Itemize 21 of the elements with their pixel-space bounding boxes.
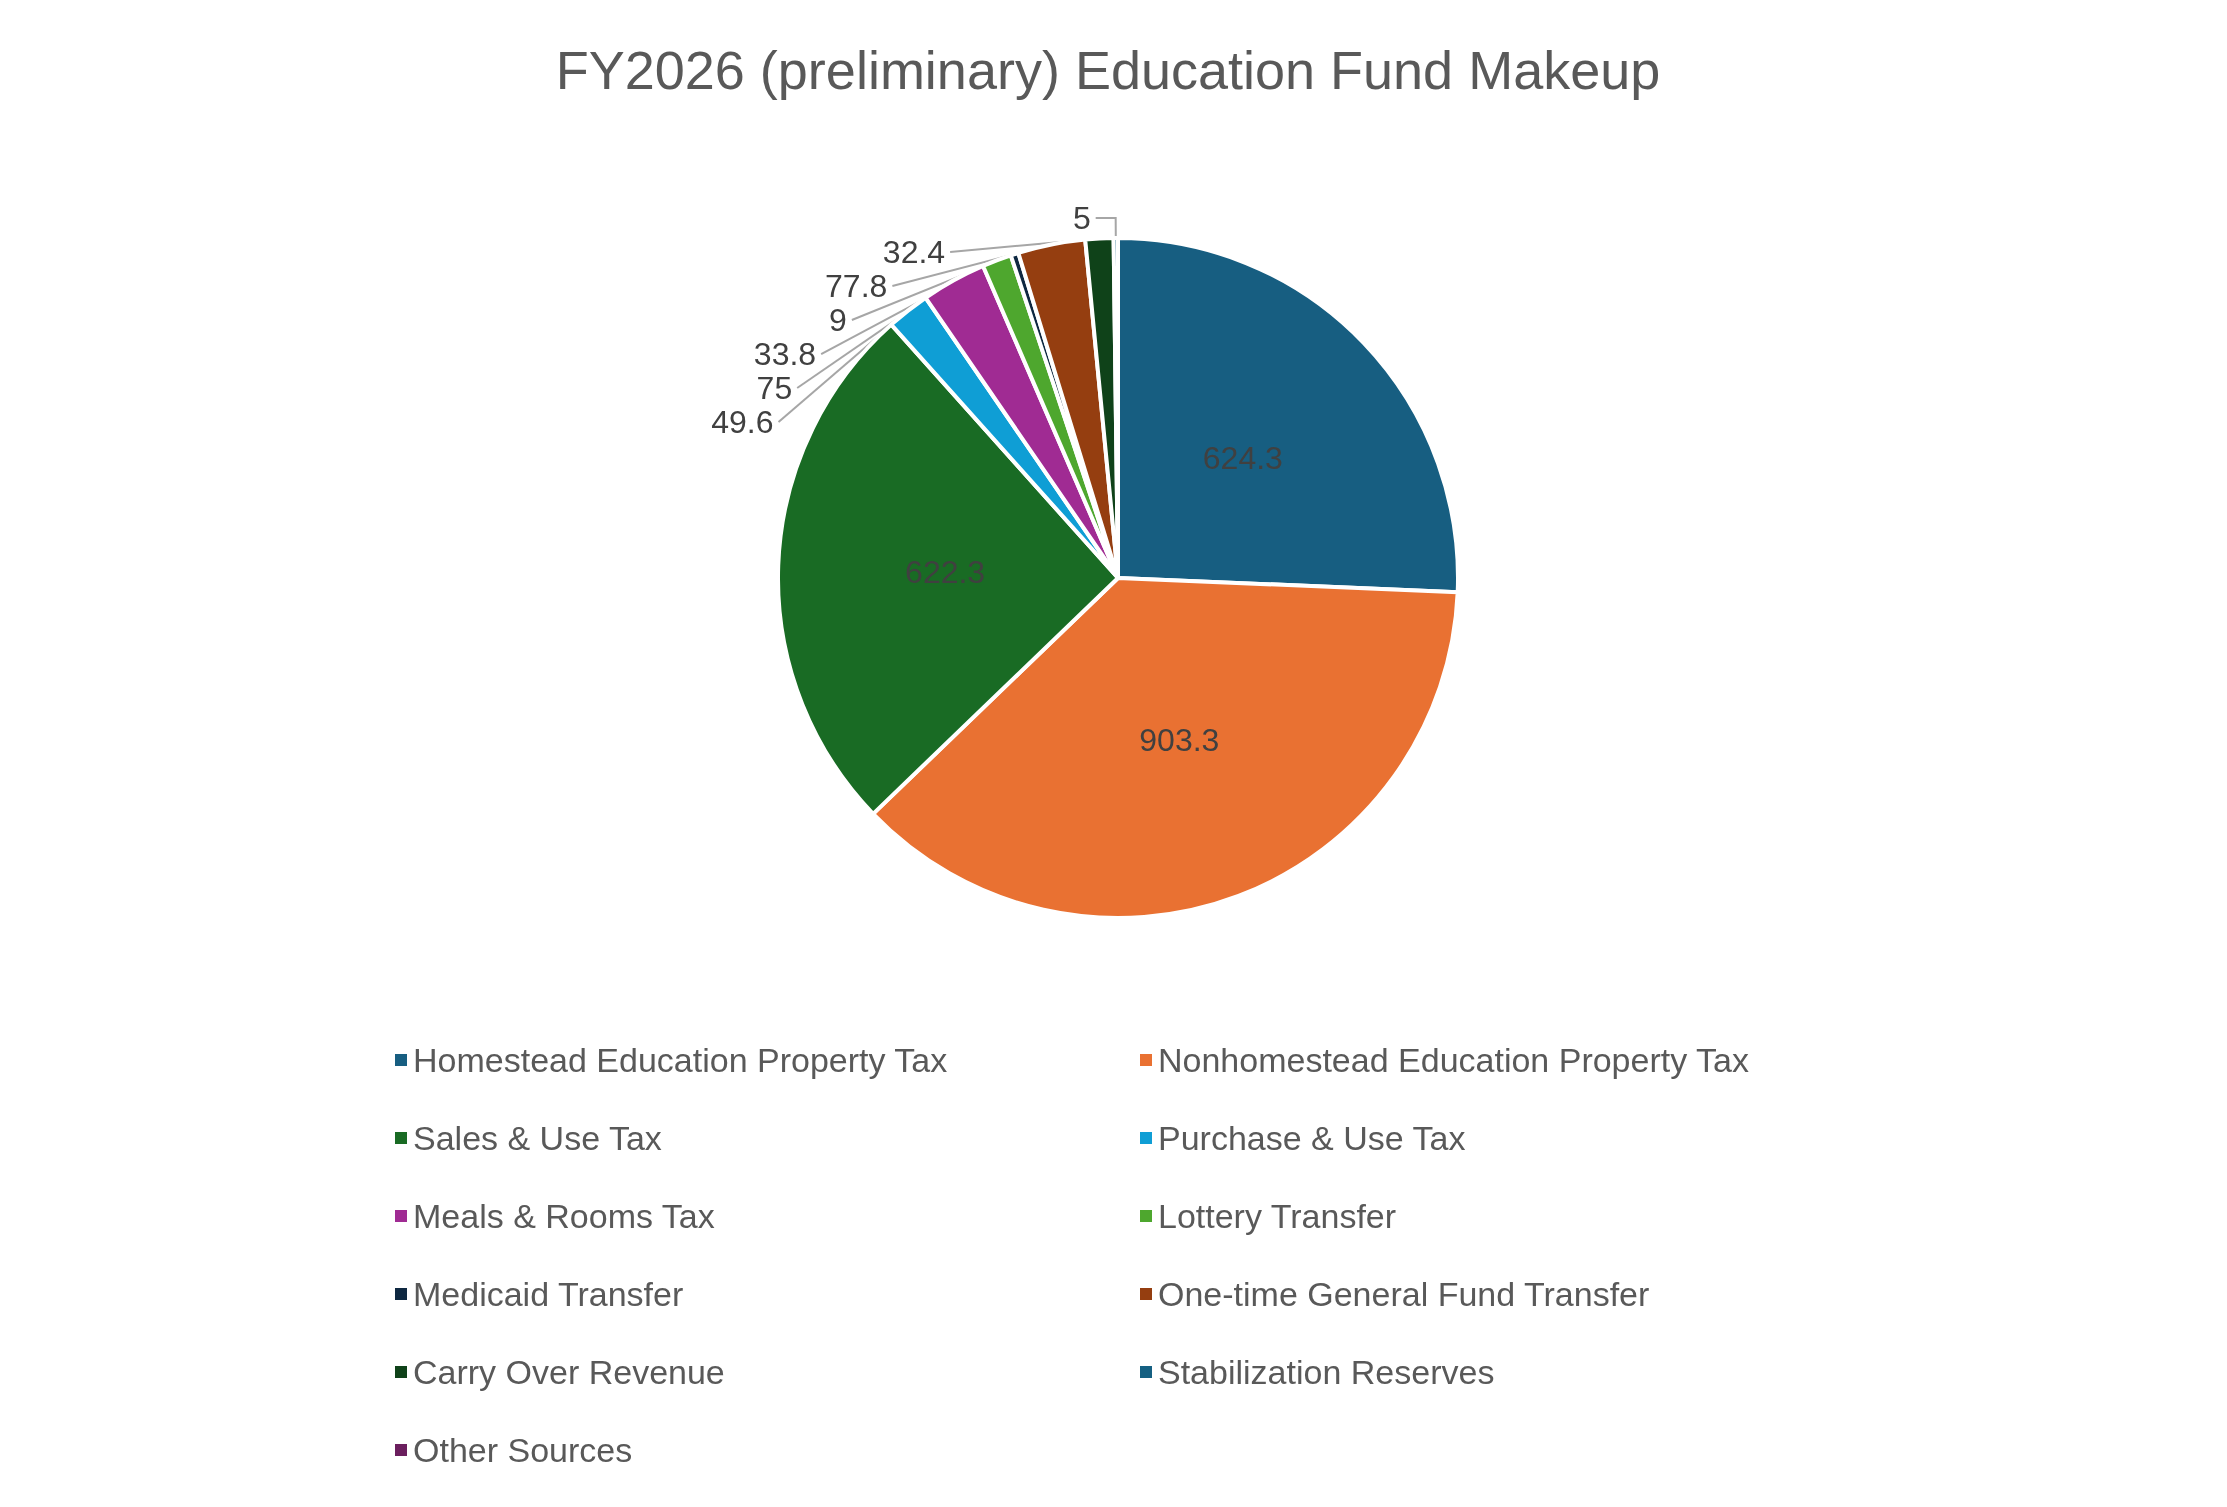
legend-label: Homestead Education Property Tax xyxy=(413,1041,948,1079)
data-label: 77.8 xyxy=(825,268,888,305)
legend-label: Lottery Transfer xyxy=(1158,1197,1397,1235)
legend-label: Medicaid Transfer xyxy=(413,1275,684,1313)
legend-label: One-time General Fund Transfer xyxy=(1158,1275,1650,1313)
chart-title: FY2026 (preliminary) Education Fund Makeup xyxy=(555,40,1661,100)
data-label: 903.3 xyxy=(1139,721,1220,758)
legend-label: Sales & Use Tax xyxy=(413,1119,662,1157)
data-label: 33.8 xyxy=(753,336,817,373)
data-label: 624.3 xyxy=(1202,440,1283,477)
data-label: 49.6 xyxy=(711,404,774,441)
legend-label: Carry Over Revenue xyxy=(413,1353,725,1391)
data-label: 32.4 xyxy=(882,234,946,271)
legend-label: Nonhomestead Education Property Tax xyxy=(1158,1041,1749,1079)
data-label: 75 xyxy=(756,370,793,407)
legend-label: Stabilization Reserves xyxy=(1158,1353,1495,1391)
legend-label: Other Sources xyxy=(413,1431,633,1469)
data-label: 5 xyxy=(1072,200,1091,237)
data-label: 9 xyxy=(829,302,847,339)
legend-label: Purchase & Use Tax xyxy=(1158,1119,1466,1157)
legend-label: Meals & Rooms Tax xyxy=(413,1197,715,1235)
